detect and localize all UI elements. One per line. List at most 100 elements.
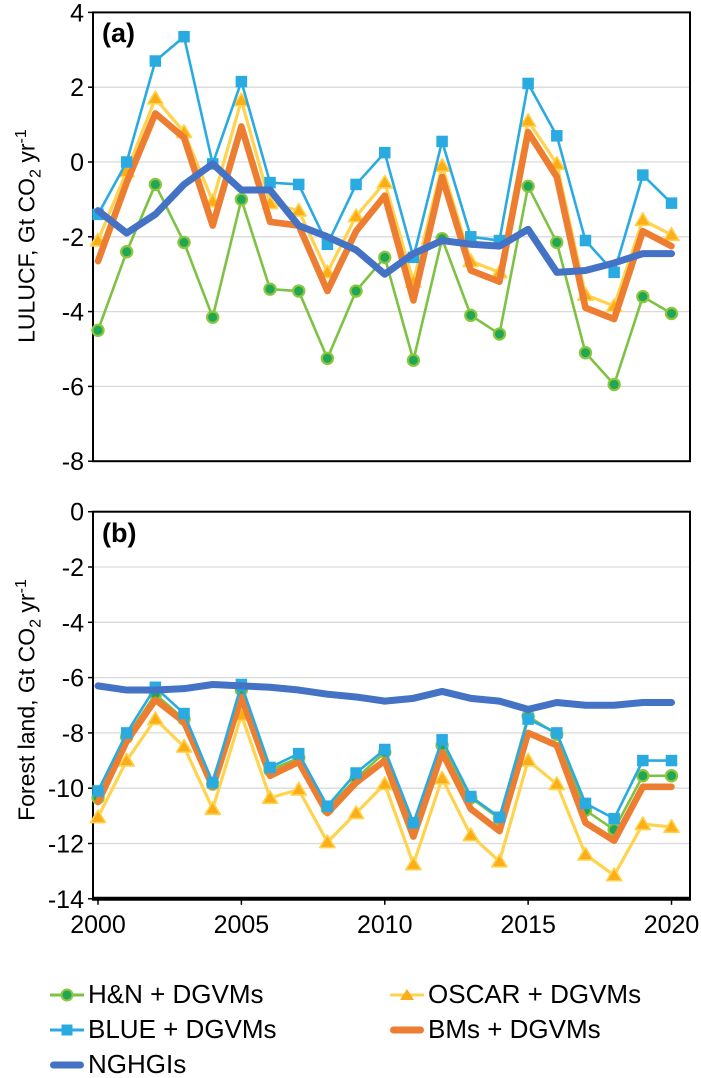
x-tick-label: 2010 [357,911,413,939]
square-marker-icon [321,238,334,251]
circle-marker-icon [521,179,535,194]
triangle-marker-icon [376,776,394,791]
square-marker-icon [407,817,420,829]
ylabel-b-sub: 2 [26,618,45,628]
y-tick-label: -8 [62,720,84,748]
triangle-marker-icon [491,853,508,868]
circle-marker-icon [205,310,220,324]
y-tick-label: -12 [48,831,84,859]
y-tick-label: -2 [62,224,84,252]
y-tick-label: -6 [62,373,84,401]
triangle-marker-icon [118,752,136,767]
nghgis-thick-line-icon [50,1057,84,1073]
bms-thick-line-icon [390,1022,424,1038]
square-marker-icon [178,30,190,43]
square-marker-icon [665,754,678,767]
square-marker-icon [436,734,448,746]
circle-marker-icon [148,177,163,192]
series-line-nghgis [94,160,675,278]
y-tick-label: 0 [70,149,84,177]
square-marker-icon [465,790,477,803]
square-marker-icon [493,811,506,823]
triangle-marker-icon [261,789,279,805]
square-marker-icon [436,135,448,148]
hn-line-circle-icon [50,987,84,1003]
ylabel-b-sup: -1 [12,579,30,594]
square-marker-icon [350,178,362,191]
square-marker-icon [551,130,563,142]
y-tick-label: 4 [70,0,84,27]
ylabel-a-sub: 2 [26,169,45,178]
panel-a-label: (a) [102,18,135,48]
triangle-marker-icon [347,805,365,820]
legend-item-oscar: OSCAR + DGVMs [390,977,641,1012]
triangle-marker-icon [290,202,308,217]
square-marker-icon [292,178,305,191]
square-marker-icon [379,146,391,159]
square-marker-icon [206,776,219,789]
triangle-marker-icon [548,776,566,791]
series-line-bms-dgvms [94,693,675,845]
triangle-marker-icon [433,770,451,785]
square-marker-icon [350,767,362,779]
legend: H&N + DGVMs OSCAR + DGVMs BLUE + DGVMs B… [50,977,695,1078]
square-marker-icon [637,754,649,767]
legend-label-nghgis: NGHGIs [88,1049,187,1078]
triangle-marker-icon [634,211,652,227]
square-marker-icon [321,800,334,812]
legend-item-bms: BMs + DGVMs [390,1012,601,1047]
square-marker-icon [608,812,620,825]
triangle-marker-icon [663,818,680,834]
circle-marker-icon [91,323,105,337]
circle-marker-icon [550,235,564,250]
square-marker-icon [379,743,391,756]
circle-marker-icon [177,235,191,250]
triangle-marker-icon [519,752,537,767]
series-markers-square [92,678,678,829]
y-tick-label: -14 [48,886,84,914]
legend-row: NGHGIs [50,1047,695,1078]
triangle-marker-icon [663,226,680,242]
square-marker-icon [264,761,276,774]
x-tick-label: 2005 [214,911,270,939]
legend-row: H&N + DGVMs OSCAR + DGVMs [50,977,695,1012]
circle-marker-icon [607,377,621,392]
legend-label-blue: BLUE + DGVMs [88,1014,277,1044]
square-marker-icon [149,55,162,67]
circle-marker-icon [349,284,363,298]
square-marker-icon [522,713,534,725]
blue-line-square-icon [50,1022,84,1038]
circle-marker-icon [636,289,650,304]
triangle-marker-icon [634,816,652,831]
x-tick-label: 2015 [500,911,556,939]
triangle-marker-icon [519,112,537,128]
square-marker-icon [522,77,534,90]
circle-marker-icon [636,769,650,783]
square-marker-icon [493,234,506,247]
ylabel-a-mid: yr [13,143,40,170]
square-marker-icon [292,747,305,760]
legend-item-nghgis: NGHGIs [50,1047,186,1078]
triangle-marker-icon [405,856,422,871]
y-tick-label: -8 [62,448,84,476]
oscar-line-triangle-icon [390,987,424,1003]
legend-item-hn: H&N + DGVMs [50,977,264,1012]
triangle-marker-icon [146,90,164,105]
series-line-nghgis [94,681,675,713]
x-tick-label: 2020 [644,911,700,939]
circle-marker-icon [292,284,306,298]
ylabel-a-sup: -1 [12,129,30,144]
legend-row: BLUE + DGVMs BMs + DGVMs [50,1012,695,1047]
square-marker-icon [120,727,133,739]
circle-marker-icon [320,351,335,366]
y-tick-label: -6 [62,665,84,693]
circle-marker-icon [378,250,392,265]
triangle-marker-icon [89,809,107,824]
triangle-marker-icon [204,800,222,816]
triangle-marker-icon [376,174,394,189]
triangle-marker-icon [318,834,336,849]
triangle-marker-icon [433,157,451,172]
square-marker-icon [637,169,649,181]
